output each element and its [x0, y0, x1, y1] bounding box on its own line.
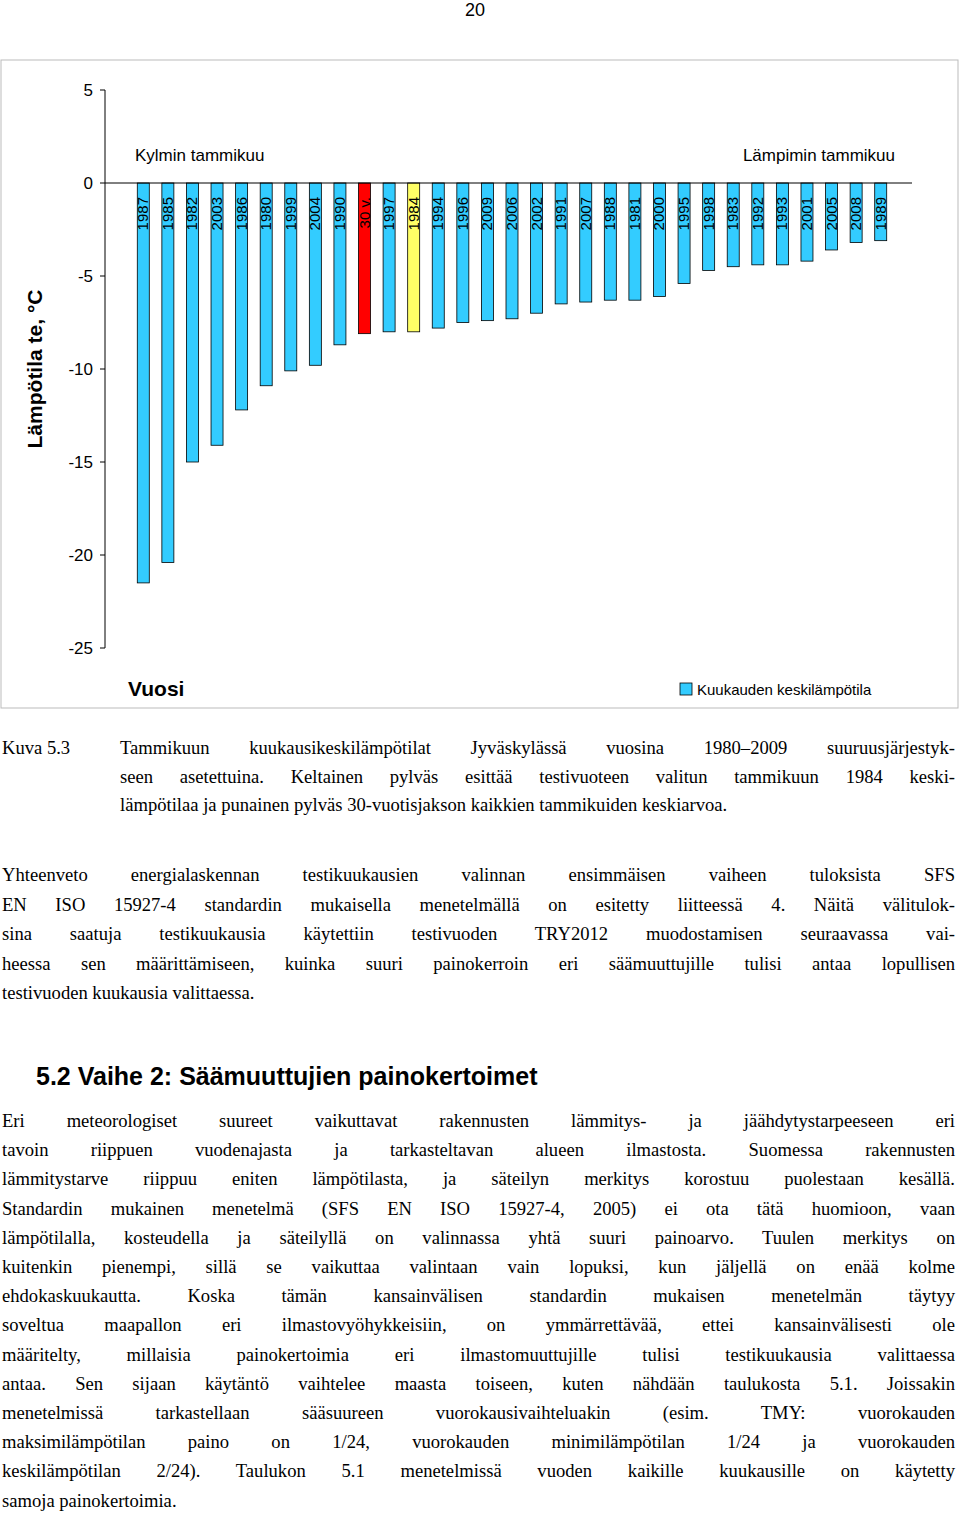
- bar: [162, 183, 174, 562]
- legend-label: Kuukauden keskilämpötila: [697, 681, 872, 698]
- y-tick-label: 0: [84, 174, 93, 193]
- legend-swatch: [680, 683, 692, 695]
- chart-frame: [1, 60, 958, 708]
- category-label: 1991: [552, 197, 569, 230]
- y-tick-label: 5: [84, 81, 93, 100]
- paragraph-line: Eri meteorologiset suureet vaikuttavat r…: [2, 1110, 955, 1132]
- y-tick: [100, 462, 105, 463]
- caption-line: Tammikuun kuukausikeskilämpötilat Jyväsk…: [120, 737, 955, 759]
- x-axis: [105, 183, 912, 184]
- category-label: 2001: [798, 197, 815, 230]
- y-tick: [100, 183, 105, 184]
- category-label: 1996: [454, 197, 471, 230]
- category-label: 1994: [429, 197, 446, 230]
- category-label: 30 v.: [356, 197, 373, 228]
- category-label: 1989: [872, 197, 889, 230]
- paragraph-line: menetelmissä tarkastellaan sääsuureen vu…: [2, 1402, 955, 1424]
- category-label: 2003: [208, 197, 225, 230]
- y-tick: [100, 276, 105, 277]
- category-label: 2009: [478, 197, 495, 230]
- bars: [137, 183, 886, 583]
- paragraph-line: tavoin riippuen vuodenajasta ja tarkaste…: [2, 1139, 955, 1161]
- paragraph-line: keskilämpötilan 2/24). Taulukon 5.1 mene…: [2, 1460, 955, 1482]
- category-label: 2004: [306, 197, 323, 230]
- paragraph-line: maksimilämpötilan paino on 1/24, vuoroka…: [2, 1431, 955, 1453]
- category-label: 1997: [380, 197, 397, 230]
- y-tick-label: -15: [68, 453, 93, 472]
- caption-line: lämpötilaa ja punainen pylväs 30-vuotisj…: [120, 794, 955, 816]
- y-tick-label: -10: [68, 360, 93, 379]
- y-tick-label: -25: [68, 639, 93, 658]
- y-tick: [100, 648, 105, 649]
- category-label: 1992: [749, 197, 766, 230]
- category-label: 1980: [257, 197, 274, 230]
- category-label: 1986: [233, 197, 250, 230]
- y-tick: [100, 555, 105, 556]
- category-label: 1990: [331, 197, 348, 230]
- category-label: 1982: [183, 197, 200, 230]
- category-label: 1995: [675, 197, 692, 230]
- paragraph-line: antaa. Sen sijaan käytäntö vaihtelee maa…: [2, 1373, 955, 1395]
- category-label: 1985: [159, 197, 176, 230]
- caption-label: Kuva 5.3: [2, 737, 70, 759]
- caption-line: seen asetettuina. Keltainen pylväs esitt…: [120, 766, 955, 788]
- section-heading: 5.2 Vaihe 2: Säämuuttujien painokertoime…: [36, 1062, 538, 1091]
- paragraph-line: lämpötilalla, kosteudella ja säteilyllä …: [2, 1227, 955, 1249]
- paragraph-line: heessa sen määrittämiseen, kuinka suuri …: [2, 953, 955, 975]
- x-axis-label: Vuosi: [128, 677, 184, 700]
- category-label: 1981: [626, 197, 643, 230]
- category-label: 1984: [405, 197, 422, 230]
- category-label: 2000: [650, 197, 667, 230]
- annotation: Lämpimin tammikuu: [743, 146, 895, 165]
- annotation: Kylmin tammikuu: [135, 146, 264, 165]
- y-tick: [100, 369, 105, 370]
- category-label: 1983: [724, 197, 741, 230]
- category-label: 1988: [601, 197, 618, 230]
- y-axis-label: Lämpötila te, °C: [23, 290, 46, 449]
- chart: -25 -20 -15 -10 -5 0 5 Lämpötila te, °C 1987 1985…: [0, 0, 960, 710]
- category-label: 1999: [282, 197, 299, 230]
- y-tick: [100, 90, 105, 91]
- paragraph-line: ehdokaskuukautta. Koska tämän kansainväl…: [2, 1285, 955, 1307]
- category-label: 1987: [134, 197, 151, 230]
- category-label: 2005: [823, 197, 840, 230]
- paragraph-line: samoja painokertoimia.: [2, 1490, 955, 1512]
- paragraph-line: Yhteenveto energialaskennan testikuukaus…: [2, 864, 955, 886]
- category-label: 1998: [700, 197, 717, 230]
- category-label: 2002: [528, 197, 545, 230]
- page-number: 20: [465, 0, 485, 21]
- y-tick-label: -20: [68, 546, 93, 565]
- category-label: 2008: [847, 197, 864, 230]
- category-label: 2007: [577, 197, 594, 230]
- y-tick-label: -5: [78, 267, 93, 286]
- paragraph-line: kuitenkin pienempi, sillä se vaikuttaa v…: [2, 1256, 955, 1278]
- paragraph-line: testivuoden kuukausia valittaessa.: [2, 982, 955, 1004]
- paragraph-line: sina saatuja testikuukausia käytettiin t…: [2, 923, 955, 945]
- paragraph-line: soveltua maapallon eri ilmastovyöhykkeis…: [2, 1314, 955, 1336]
- category-label: 1993: [773, 197, 790, 230]
- paragraph-line: lämmitystarve riippuu eniten lämpötilast…: [2, 1168, 955, 1190]
- bar: [137, 183, 149, 583]
- category-label: 2006: [503, 197, 520, 230]
- paragraph-line: EN ISO 15927-4 standardin mukaisella men…: [2, 894, 955, 916]
- paragraph-line: määritelty, millaisia painokertoimia eri…: [2, 1344, 955, 1366]
- paragraph-line: Standardin mukainen menetelmä (SFS EN IS…: [2, 1198, 955, 1220]
